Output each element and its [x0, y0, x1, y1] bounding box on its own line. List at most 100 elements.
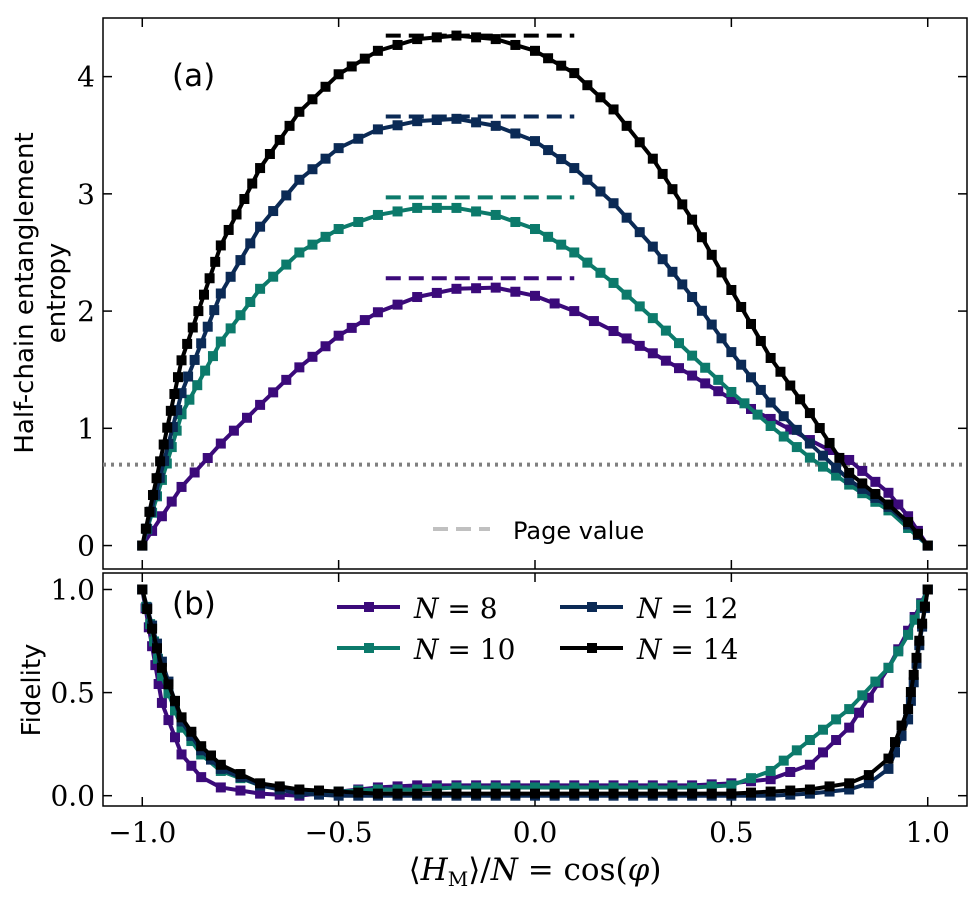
series-marker	[200, 365, 211, 376]
series-marker	[431, 788, 442, 799]
series-marker	[831, 714, 842, 725]
series-marker	[137, 540, 148, 551]
series-marker	[687, 292, 698, 303]
series-marker	[294, 106, 305, 117]
series-marker	[196, 772, 207, 783]
series-marker	[207, 351, 218, 362]
series-marker	[198, 289, 209, 300]
series-marker	[307, 351, 318, 362]
series-marker	[281, 190, 292, 201]
series-marker	[451, 202, 462, 213]
series-marker	[172, 372, 183, 383]
series-marker	[549, 782, 560, 793]
series-marker	[333, 224, 344, 235]
series-marker	[919, 601, 930, 612]
series-marker	[176, 481, 187, 492]
series-marker	[182, 338, 193, 349]
series-marker	[530, 45, 540, 56]
series-marker	[621, 212, 632, 223]
series-marker	[268, 271, 279, 282]
series-marker	[890, 737, 900, 748]
x-tick-label: −0.5	[305, 816, 373, 849]
y-tick-label: 0	[77, 530, 95, 563]
series-marker	[775, 366, 786, 377]
series-marker	[333, 143, 344, 154]
series-marker	[530, 290, 540, 301]
series-marker	[569, 306, 580, 317]
panel-b-plot: 0.0 0.5 1.0 −1.0 −0.5 0.0 0.5 1.0	[50, 573, 967, 849]
series-marker	[608, 198, 619, 209]
series-marker	[831, 735, 842, 746]
series-marker	[346, 322, 357, 333]
series-marker	[320, 341, 331, 352]
series-marker	[176, 712, 187, 723]
series-marker	[490, 788, 501, 799]
series-marker	[647, 241, 658, 252]
series-marker	[215, 759, 226, 770]
series-marker	[170, 695, 180, 706]
series-marker	[755, 384, 766, 395]
series-marker	[255, 399, 266, 410]
series-marker	[588, 788, 599, 799]
series-marker	[209, 305, 220, 316]
series-marker	[824, 445, 835, 456]
series-marker	[359, 315, 370, 326]
series-marker	[353, 216, 364, 227]
series-marker	[834, 452, 845, 463]
series-marker	[844, 474, 855, 485]
series-marker	[746, 787, 756, 798]
series-marker	[608, 788, 619, 799]
series-marker	[883, 763, 894, 774]
series-marker	[307, 239, 318, 250]
series-marker	[392, 299, 403, 310]
series-marker	[274, 789, 285, 800]
series-marker	[844, 722, 855, 733]
series-marker	[746, 318, 756, 329]
series-marker	[471, 206, 482, 217]
series-marker	[471, 782, 482, 793]
series-marker	[274, 134, 285, 145]
series-marker	[543, 53, 554, 64]
series-marker	[893, 499, 904, 510]
legend-marker-n14	[587, 643, 597, 653]
series-marker	[706, 788, 717, 799]
x-tick-label: 0.5	[709, 816, 754, 849]
series-marker	[912, 528, 923, 539]
series-marker	[667, 184, 678, 195]
y-tick-label: 0.0	[50, 780, 95, 813]
series-marker	[736, 359, 747, 370]
series-marker	[451, 113, 462, 124]
series-marker	[156, 511, 167, 522]
series-marker	[844, 704, 855, 715]
series-marker	[359, 53, 370, 64]
series-marker	[785, 785, 796, 796]
series-marker	[903, 511, 914, 522]
series-marker	[674, 338, 684, 349]
series-marker	[831, 462, 842, 473]
series-marker	[281, 374, 292, 385]
series-marker	[785, 766, 796, 777]
series-marker	[911, 652, 922, 663]
series-marker	[634, 227, 645, 238]
y-tick-label: 2	[77, 295, 95, 328]
series-marker	[156, 697, 167, 708]
panel-b-label: (b)	[172, 586, 216, 622]
series-marker	[628, 782, 639, 793]
series-marker	[202, 321, 213, 332]
series-marker	[569, 247, 580, 258]
series-marker	[431, 114, 442, 125]
series-marker	[844, 778, 855, 789]
series-marker	[804, 735, 815, 746]
y-tick-label: 4	[77, 61, 95, 94]
series-marker	[451, 788, 462, 799]
series-marker	[863, 770, 874, 781]
x-tick-label: 0.0	[513, 816, 558, 849]
series-marker	[530, 136, 540, 147]
series-marker	[247, 178, 258, 189]
series-marker	[903, 517, 914, 528]
series-marker	[186, 726, 197, 737]
series-marker	[857, 483, 868, 494]
series-marker	[608, 104, 619, 115]
series-marker	[831, 470, 842, 481]
series-marker	[634, 301, 645, 312]
